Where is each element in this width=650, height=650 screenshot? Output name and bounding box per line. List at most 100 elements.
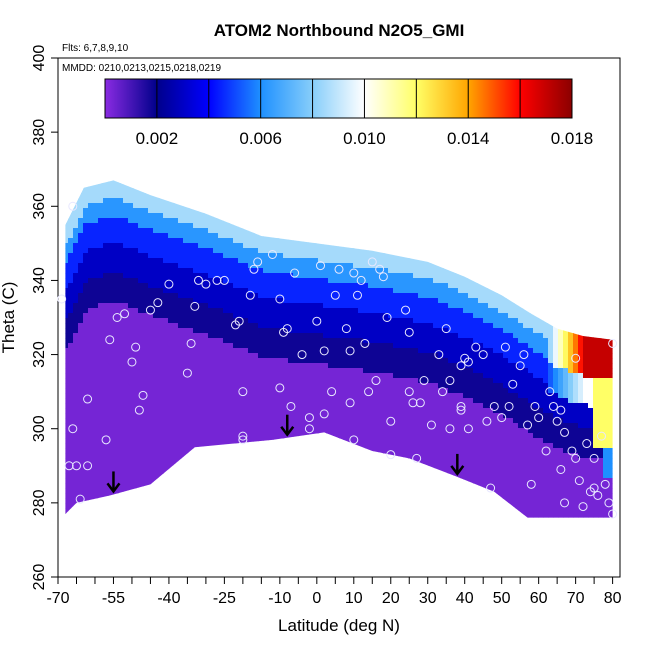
- field-cell: [428, 163, 434, 169]
- field-cell: [378, 173, 384, 179]
- field-cell: [233, 58, 239, 64]
- field-cell: [578, 183, 584, 189]
- field-cell: [543, 203, 549, 209]
- field-cell: [448, 63, 454, 69]
- field-cell: [518, 223, 524, 229]
- field-cell: [78, 253, 84, 259]
- field-cell: [143, 253, 149, 259]
- field-cell: [298, 180, 304, 184]
- field-cell: [188, 148, 194, 154]
- field-cell: [558, 68, 564, 74]
- field-cell: [173, 243, 179, 249]
- field-cell: [553, 148, 559, 154]
- field-cell: [283, 273, 289, 279]
- field-cell: [238, 253, 244, 259]
- field-cell: [313, 188, 319, 194]
- field-cell: [73, 93, 79, 99]
- field-cell: [263, 188, 269, 194]
- field-cell: [353, 188, 359, 194]
- field-cell: [598, 188, 604, 194]
- field-cell: [158, 263, 164, 269]
- field-cell: [503, 248, 509, 254]
- field-cell: [358, 203, 364, 209]
- field-cell: [553, 223, 559, 229]
- field-cell: [93, 78, 99, 84]
- field-cell: [308, 218, 314, 224]
- field-cell: [498, 258, 504, 264]
- field-cell: [428, 248, 434, 254]
- field-cell: [498, 173, 504, 179]
- field-cell: [183, 208, 189, 214]
- field-cell: [443, 68, 449, 74]
- field-cell: [248, 148, 254, 154]
- field-cell: [398, 63, 404, 69]
- field-cell: [293, 180, 299, 184]
- field-cell: [593, 158, 599, 164]
- field-cell: [313, 143, 319, 149]
- field-cell: [578, 58, 584, 64]
- field-cell: [393, 133, 399, 139]
- field-cell: [198, 173, 204, 179]
- field-cell: [493, 163, 499, 169]
- field-cell: [498, 63, 504, 69]
- field-cell: [558, 153, 564, 159]
- field-cell: [488, 223, 494, 229]
- field-cell: [218, 133, 224, 139]
- field-cell: [498, 118, 504, 124]
- field-cell: [413, 163, 419, 169]
- field-cell: [293, 248, 299, 254]
- field-cell: [193, 243, 199, 249]
- field-cell: [348, 263, 354, 269]
- field-cell: [373, 248, 379, 254]
- field-cell: [598, 208, 604, 214]
- field-cell: [383, 203, 389, 209]
- field-cell: [153, 163, 159, 169]
- field-cell: [488, 118, 494, 124]
- field-cell: [328, 233, 334, 239]
- field-cell: [488, 148, 494, 154]
- field-cell: [533, 148, 539, 154]
- field-cell: [118, 248, 124, 254]
- field-cell: [583, 233, 589, 239]
- field-cell: [243, 223, 249, 229]
- field-cell: [333, 238, 339, 244]
- field-cell: [73, 83, 79, 89]
- field-cell: [223, 153, 229, 159]
- field-cell: [58, 203, 64, 209]
- field-cell: [318, 148, 324, 154]
- field-cell: [68, 188, 74, 194]
- field-cell: [498, 268, 504, 274]
- field-cell: [393, 248, 399, 254]
- field-cell: [263, 123, 269, 129]
- field-cell: [153, 148, 159, 154]
- field-cell: [458, 233, 464, 239]
- field-cell: [498, 248, 504, 254]
- field-cell: [118, 223, 124, 229]
- field-cell: [408, 243, 414, 249]
- field-cell: [403, 238, 409, 244]
- field-cell: [228, 158, 234, 164]
- field-cell: [98, 268, 104, 274]
- field-cell: [603, 108, 609, 114]
- field-cell: [588, 173, 594, 179]
- field-cell: [593, 123, 599, 129]
- field-cell: [148, 268, 154, 274]
- field-cell: [448, 58, 454, 64]
- field-cell: [373, 180, 379, 184]
- field-cell: [433, 138, 439, 144]
- field-cell: [568, 253, 574, 259]
- field-cell: [263, 193, 269, 199]
- field-cell: [353, 63, 359, 69]
- field-cell: [298, 118, 304, 124]
- field-cell: [603, 118, 609, 124]
- field-cell: [68, 243, 74, 249]
- field-cell: [178, 223, 184, 229]
- field-cell: [608, 248, 613, 254]
- field-cell: [523, 248, 529, 254]
- field-cell: [358, 188, 364, 194]
- field-cell: [273, 193, 279, 199]
- field-cell: [318, 143, 324, 149]
- field-cell: [58, 78, 64, 84]
- field-cell: [378, 183, 384, 189]
- field-cell: [123, 273, 129, 279]
